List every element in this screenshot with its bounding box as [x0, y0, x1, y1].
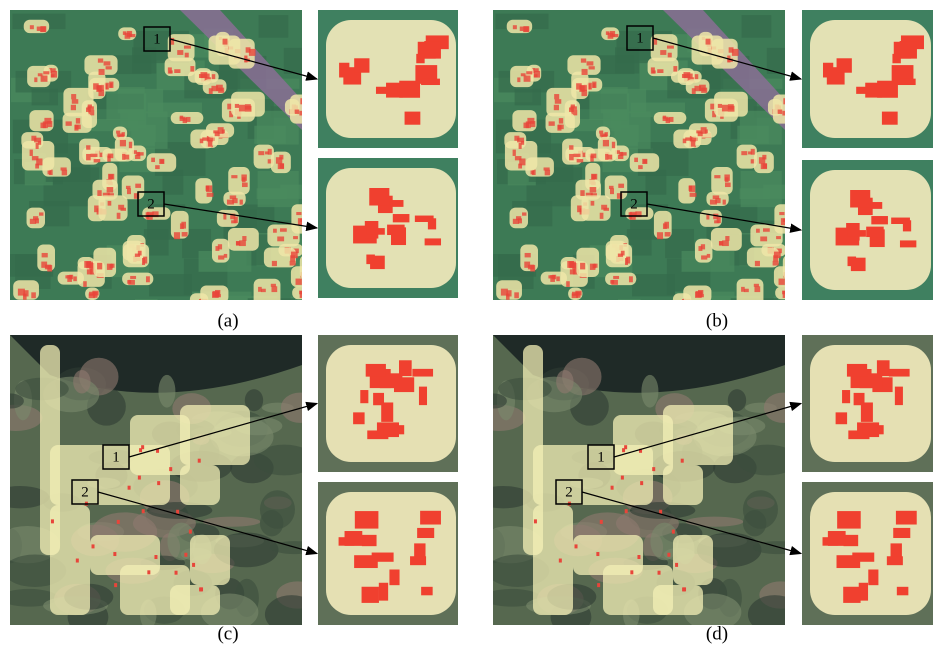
main-image	[0, 335, 320, 634]
main-image	[493, 10, 837, 331]
callout-label: 1	[636, 30, 644, 46]
inset-image	[802, 482, 933, 625]
inset-image	[318, 335, 458, 472]
panel-caption: (b)	[706, 310, 728, 331]
inset-image	[318, 158, 458, 298]
inset-image	[318, 10, 458, 148]
main-image	[472, 335, 803, 634]
main-image	[10, 10, 354, 331]
callout-label: 1	[153, 31, 161, 47]
inset-image	[802, 335, 933, 472]
callout-label: 1	[112, 449, 120, 465]
panel-caption: (d)	[706, 623, 728, 644]
callout-label: 2	[565, 484, 573, 500]
callout-label: 2	[81, 484, 89, 500]
inset-image	[802, 160, 933, 300]
inset-image	[318, 482, 458, 625]
panel-caption: (c)	[217, 623, 238, 644]
callout-label: 2	[147, 196, 155, 212]
figure: 1 2 (a) 1 2 (b) 1 2 (c) 1 2 (d)	[0, 0, 933, 653]
panel-caption: (a)	[217, 310, 238, 331]
callout-label: 2	[630, 196, 638, 212]
inset-image	[802, 10, 933, 148]
callout-label: 1	[597, 449, 605, 465]
